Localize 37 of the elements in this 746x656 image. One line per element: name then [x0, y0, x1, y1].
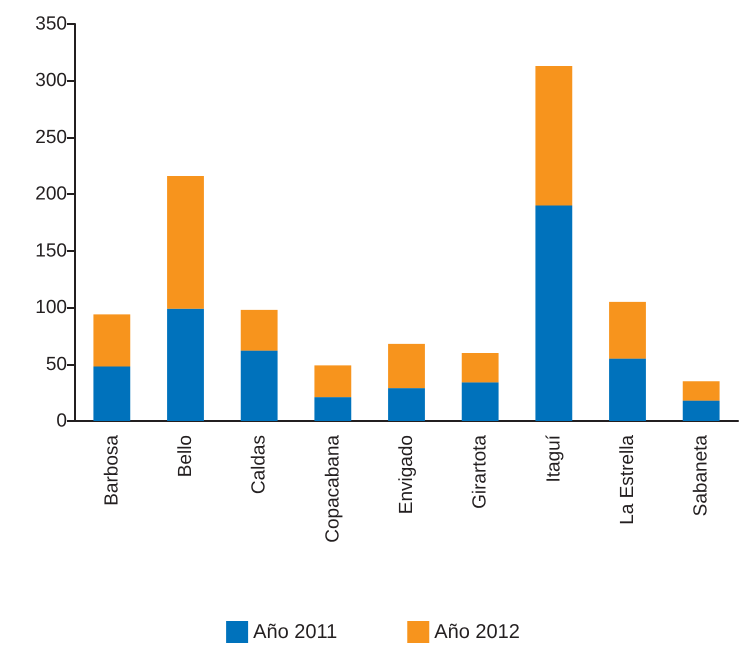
bar [462, 352, 499, 382]
bar [682, 400, 720, 421]
bar [240, 310, 278, 351]
bar [682, 381, 720, 401]
x-tick-label: Barbosa [101, 434, 122, 506]
y-tick-label: 300 [35, 70, 67, 92]
y-tick-label: 150 [35, 240, 67, 262]
y-tick-label: 50 [46, 354, 67, 375]
bar [462, 382, 499, 421]
legend-label: Año 2012 [434, 621, 520, 643]
x-tick-label: Envigado [396, 435, 417, 514]
x-tick-label: Itaguí [543, 434, 564, 483]
bar [609, 302, 646, 359]
bar [609, 358, 646, 421]
x-tick-label: Bello [175, 435, 196, 478]
bar [167, 176, 204, 309]
bar [93, 314, 130, 367]
bar [535, 66, 572, 206]
y-tick-label: 100 [35, 297, 67, 318]
x-tick-label: Sabaneta [690, 434, 712, 516]
bar [388, 388, 425, 421]
bar [388, 344, 425, 388]
bar [167, 308, 204, 421]
y-tick-label: 0 [56, 410, 67, 432]
bar [314, 365, 352, 398]
bar [93, 366, 130, 421]
bar [535, 205, 572, 421]
x-tick-label: La Estrella [617, 434, 638, 525]
y-tick-label: 200 [35, 184, 67, 205]
legend-label: Año 2011 [253, 621, 338, 643]
x-tick-label: Caldas [248, 435, 270, 494]
bar [314, 397, 352, 421]
x-tick-label: Copacabana [322, 434, 344, 543]
bar [240, 350, 278, 421]
y-tick-label: 250 [35, 126, 67, 148]
x-tick-label: Girartota [470, 434, 491, 509]
y-tick-label: 350 [35, 14, 67, 34]
